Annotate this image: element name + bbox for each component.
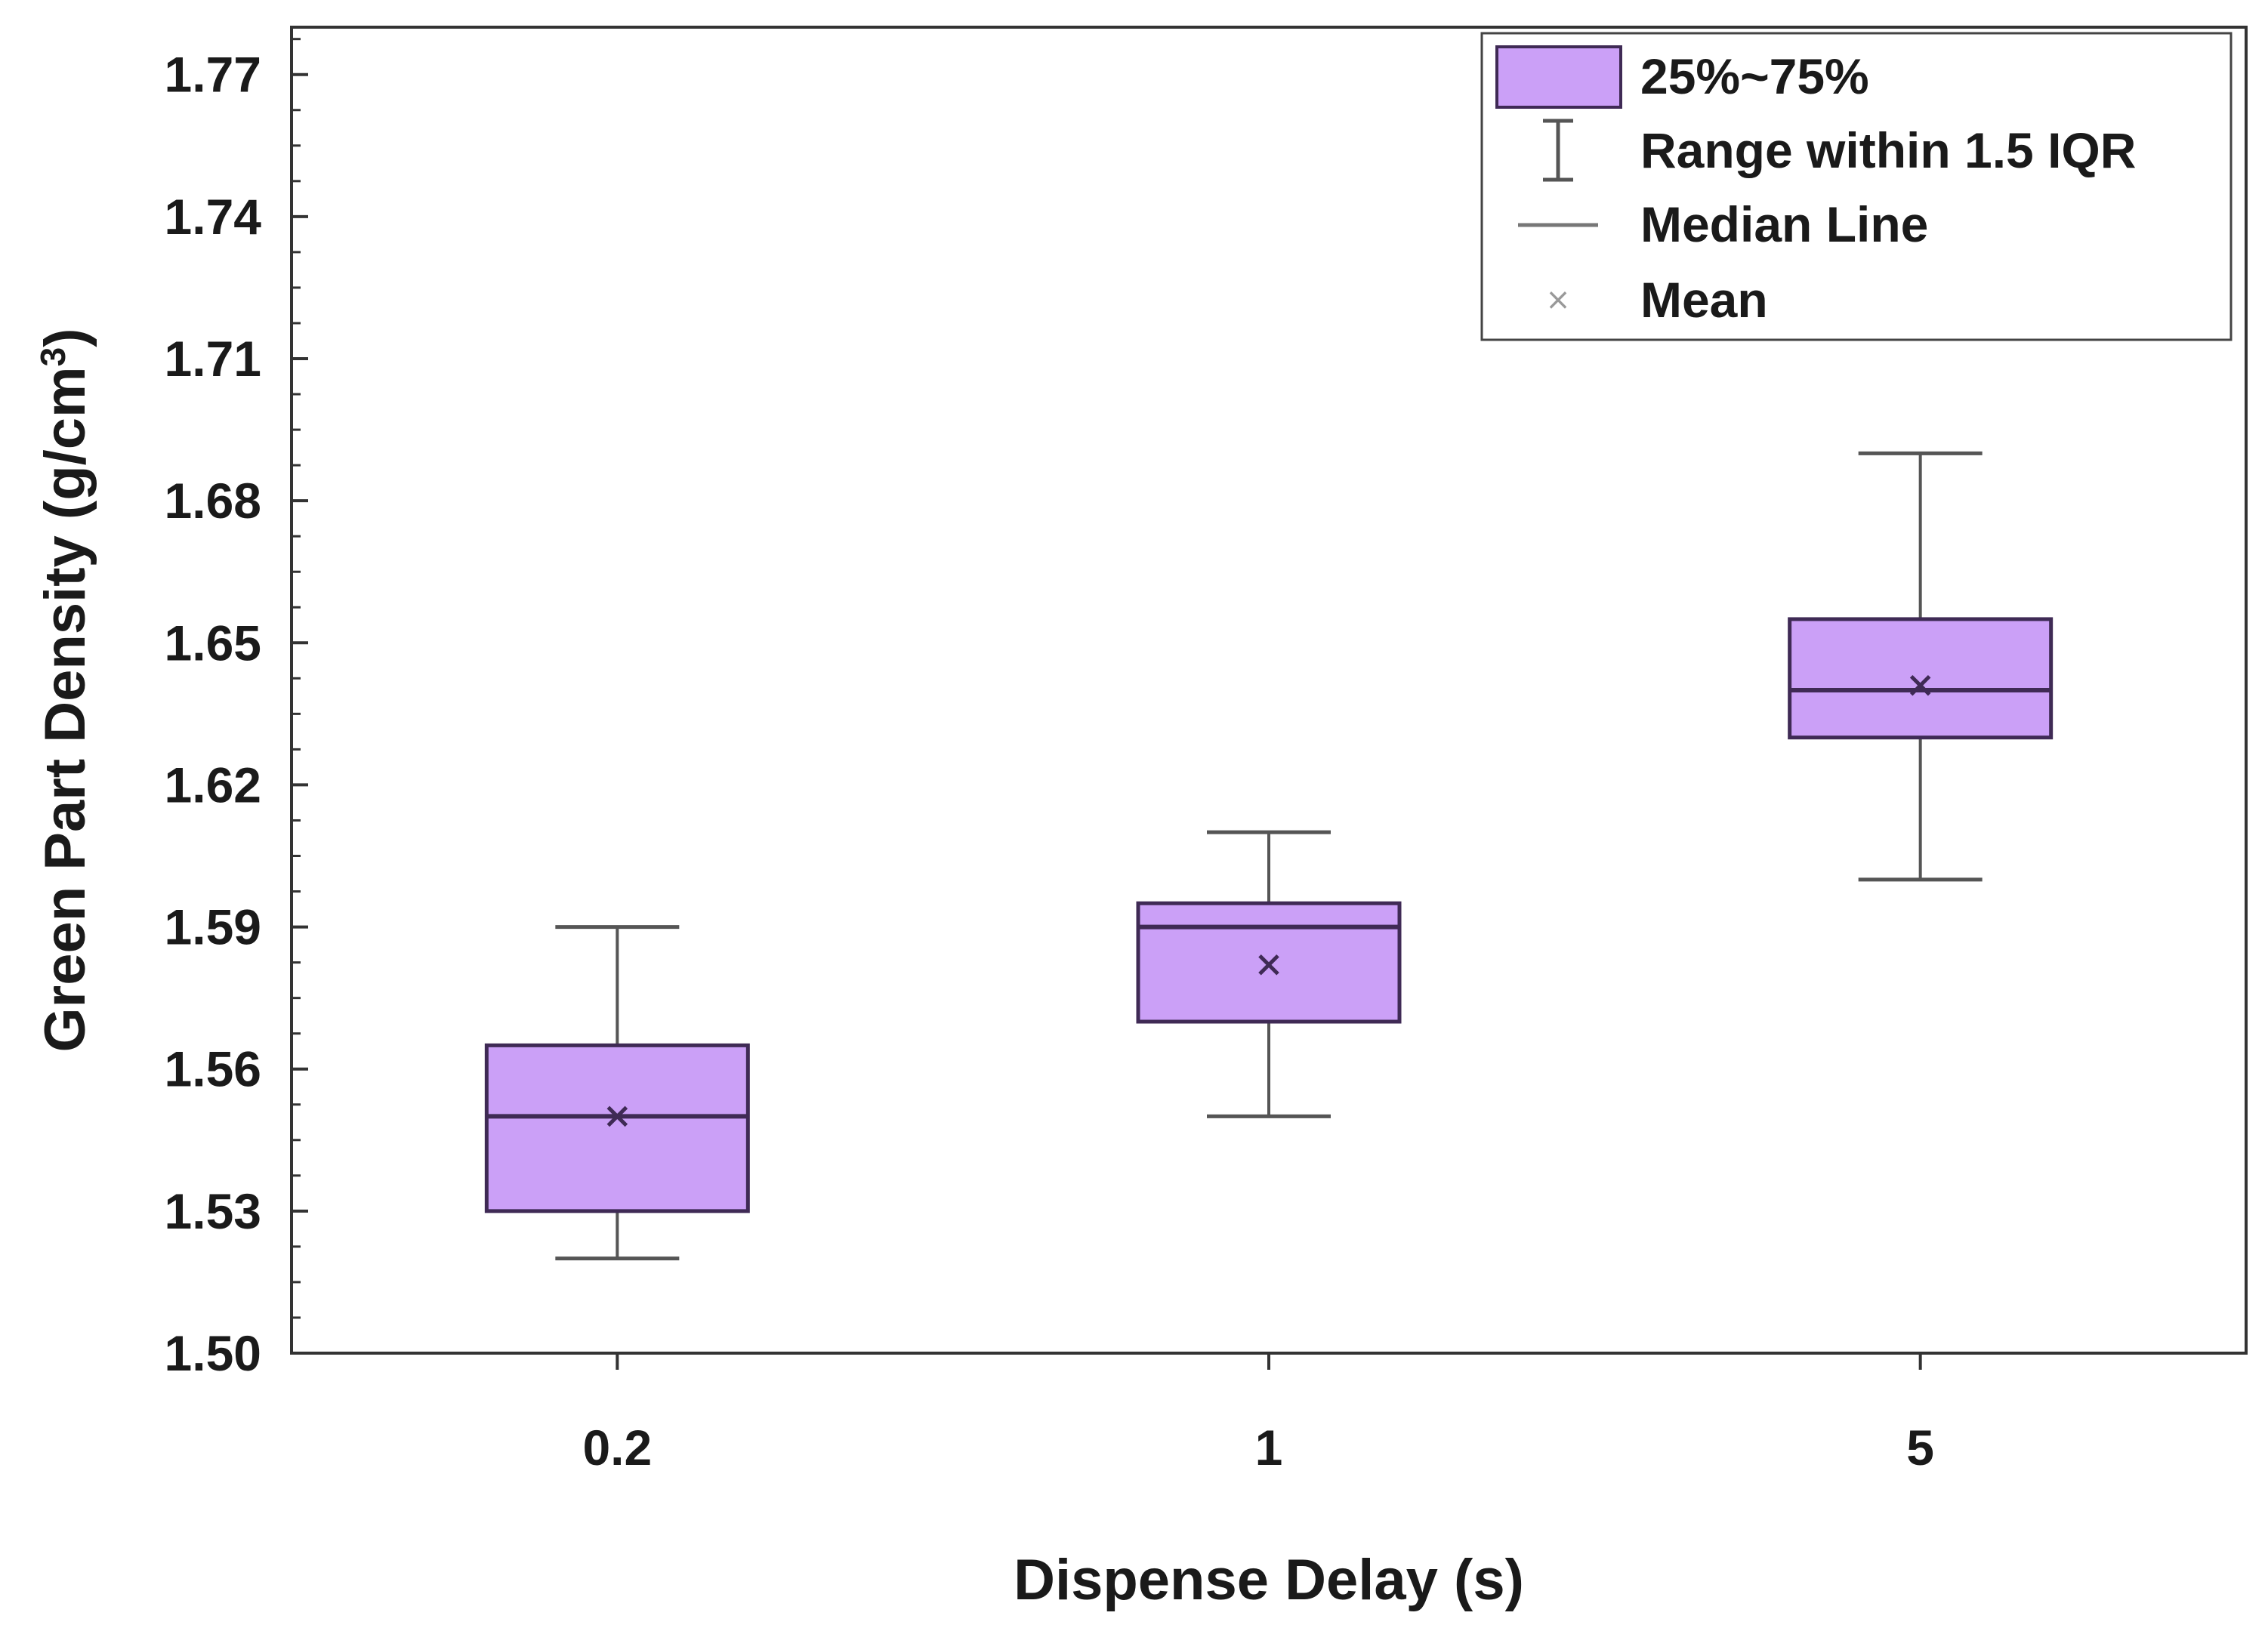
legend-whisker-symbol xyxy=(1543,119,1573,182)
box-group xyxy=(484,925,750,1261)
legend-mean-symbol: × xyxy=(1545,282,1571,317)
mean-marker xyxy=(1258,954,1279,976)
y-axis-title-main: Green Part Density (g/cm xyxy=(33,366,97,1052)
y-tick-label: 1.56 xyxy=(165,1041,261,1097)
y-tick-label: 1.50 xyxy=(165,1325,261,1381)
y-tick-label: 1.62 xyxy=(165,757,261,812)
y-axis-title-superscript: 3 xyxy=(33,347,73,367)
box-group xyxy=(1788,451,2054,882)
x-axis: 0.2 1 5 xyxy=(582,1353,1934,1475)
y-tick-label: 1.65 xyxy=(165,615,261,671)
x-tick-label: 5 xyxy=(1906,1420,1934,1475)
mean-marker xyxy=(1909,674,1931,696)
y-tick-label: 1.77 xyxy=(165,47,261,103)
y-axis-title-close: ) xyxy=(33,328,97,347)
legend-box-swatch xyxy=(1495,45,1622,109)
legend: × 25%~75% Range within 1.5 IQR Median Li… xyxy=(1480,32,2233,341)
y-tick-label: 1.53 xyxy=(165,1183,261,1239)
x-tick-label: 0.2 xyxy=(582,1420,652,1475)
y-axis-title: Green Part Density (g/cm3) xyxy=(33,328,97,1053)
legend-label-whisker: Range within 1.5 IQR xyxy=(1640,122,2136,178)
mean-marker xyxy=(606,1105,628,1127)
iqr-box xyxy=(484,1043,750,1213)
box-series xyxy=(484,451,2054,1261)
y-tick-label: 1.71 xyxy=(165,331,261,387)
x-tick-label: 1 xyxy=(1255,1420,1283,1475)
y-tick-label: 1.74 xyxy=(165,189,262,245)
y-tick-label: 1.68 xyxy=(165,473,261,529)
legend-label-box: 25%~75% xyxy=(1640,48,1869,104)
y-tick-label: 1.59 xyxy=(165,899,261,955)
y-axis: 1.50 1.53 1.56 1.59 1.62 1.65 1.68 1.71 1.74 1.77 xyxy=(165,38,308,1381)
legend-label-median: Median Line xyxy=(1640,196,1928,252)
iqr-box xyxy=(1788,617,2054,740)
legend-label-mean: Mean xyxy=(1640,272,1768,328)
x-axis-title: Dispense Delay (s) xyxy=(1014,1548,1524,1612)
box-group xyxy=(1136,830,1402,1118)
